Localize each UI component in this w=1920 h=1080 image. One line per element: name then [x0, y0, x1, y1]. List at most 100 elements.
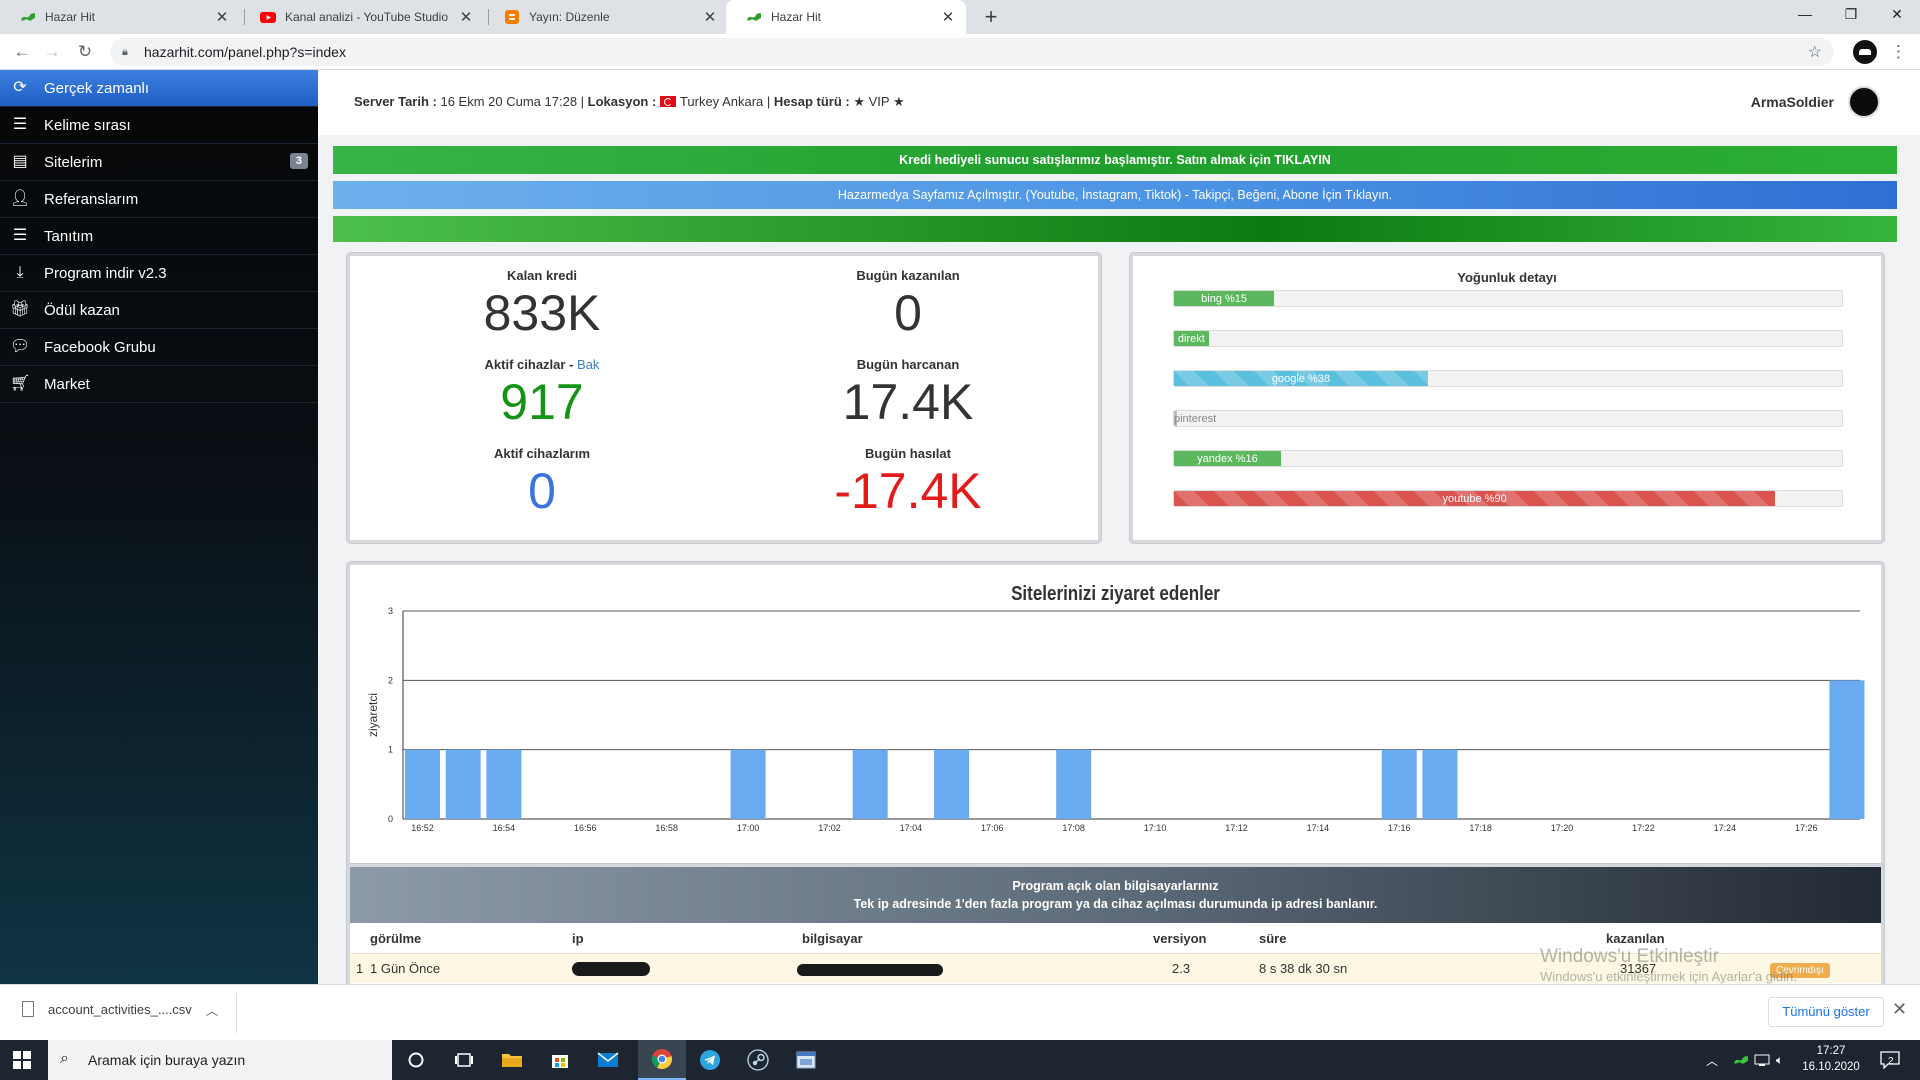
column-header-earned[interactable]: kazanılan [1606, 931, 1665, 946]
stat-spent-today: Bugün harcanan 17.4K [758, 357, 1058, 430]
column-header-seen[interactable]: görülme [370, 931, 422, 946]
browser-tab[interactable]: Kanal analizi - YouTube Studio ✕ [240, 0, 484, 34]
x-tick-label: 16:56 [574, 823, 597, 833]
stat-label: Aktif cihazlarım [493, 446, 591, 461]
network-icon[interactable] [1754, 1040, 1770, 1080]
blogger-icon [505, 10, 519, 24]
username[interactable]: ArmaSoldier [1750, 94, 1834, 110]
chart-bar [405, 749, 441, 819]
active-devices-link[interactable]: Bak [577, 357, 600, 372]
profile-avatar-icon[interactable] [1853, 40, 1877, 64]
hazarmedya-banner[interactable]: Hazarmedya Sayfamız Açılmıştır. (Youtube… [333, 181, 1897, 209]
sidebar-item-references[interactable]: 👤︎ Referanslarım [0, 181, 318, 218]
bookmark-star-icon[interactable]: ☆ [1807, 44, 1822, 61]
close-tab-icon[interactable]: ✕ [459, 9, 473, 26]
computers-panel-header: Program açık olan bilgisayarlarınız Tek … [350, 867, 1881, 923]
new-tab-plus-icon[interactable]: + [984, 4, 998, 29]
density-bar-track: direkt [1173, 330, 1843, 347]
sidebar-item-realtime[interactable]: ⟳ Gerçek zamanlı [0, 70, 318, 107]
user-avatar[interactable] [1848, 86, 1880, 118]
x-tick-label: 17:00 [737, 823, 760, 833]
window-close-icon[interactable]: ✕ [1891, 6, 1903, 22]
sidebar-item-label: Gerçek zamanlı [44, 79, 150, 97]
windows-start-icon[interactable] [13, 1051, 31, 1069]
task-view-icon[interactable] [440, 1040, 488, 1080]
stat-value: 0 [528, 463, 556, 519]
forward-arrow-icon[interactable]: → [43, 42, 61, 61]
close-tab-icon[interactable]: ✕ [703, 9, 717, 26]
y-tick-label: 0 [388, 814, 393, 824]
density-title: Yoğunluk detayı [1457, 270, 1557, 285]
chart-bar [1829, 680, 1865, 819]
credit-sale-banner[interactable]: Kredi hediyeli sunucu satışlarımız başla… [333, 146, 1897, 174]
close-tab-icon[interactable]: ✕ [941, 9, 955, 26]
notification-center-icon[interactable]: 2 [1880, 1040, 1900, 1080]
search-icon: ⌕ [60, 1050, 69, 1067]
app-window-icon[interactable] [782, 1040, 830, 1080]
x-tick-label: 16:52 [411, 823, 434, 833]
redacted-ip [572, 962, 650, 976]
show-all-downloads-button[interactable]: Tümünü göster [1768, 997, 1884, 1027]
speaker-icon[interactable]: 🔈︎ [1776, 1052, 1784, 1067]
stat-label: Bugün hasılat [865, 446, 951, 461]
address-bar[interactable]: 🔒︎ hazarhit.com/panel.php?s=index ☆ [110, 38, 1834, 66]
restore-icon[interactable]: ❐ [1844, 6, 1858, 22]
sidebar-item-download-program[interactable]: ⤓ Program indir v2.3 [0, 255, 318, 292]
close-download-bar-icon[interactable]: ✕ [1892, 999, 1908, 1019]
sidebar-item-market[interactable]: 🛒︎ Market [0, 366, 318, 403]
back-arrow-icon[interactable]: ← [13, 42, 31, 61]
sidebar-item-promotion[interactable]: ☰ Tanıtım [0, 218, 318, 255]
hazarhit-logo-icon [21, 13, 35, 21]
downloaded-file-name: account_activities_....csv [48, 1001, 192, 1017]
column-header-computer[interactable]: bilgisayar [802, 931, 863, 946]
x-tick-label: 17:02 [818, 823, 841, 833]
tray-overflow-icon[interactable]: ︿ [1706, 1053, 1719, 1068]
x-tick-label: 17:08 [1062, 823, 1085, 833]
downloaded-file[interactable]: account_activities_....csv [22, 1001, 192, 1017]
sidebar-item-my-sites[interactable]: ▤ Sitelerim 3 [0, 144, 318, 181]
microsoft-store-icon[interactable] [536, 1040, 584, 1080]
reload-icon[interactable]: ↻ [77, 42, 93, 61]
chrome-menu-icon[interactable]: ⋮ [1890, 42, 1907, 61]
taskbar-search-placeholder: Aramak için buraya yazın [88, 1052, 246, 1068]
notification-count: 2 [1888, 1055, 1894, 1067]
density-bar-track: yandex %16 [1173, 450, 1843, 467]
y-tick-label: 1 [388, 745, 393, 755]
minimize-icon[interactable]: — [1798, 6, 1812, 22]
close-tab-icon[interactable]: ✕ [215, 9, 229, 26]
chrome-icon[interactable] [638, 1040, 686, 1080]
sidebar-item-earn-reward[interactable]: 🎁︎ Ödül kazan [0, 292, 318, 329]
list-icon: ☰ [12, 116, 28, 133]
column-header-ip[interactable]: ip [572, 931, 584, 946]
mail-icon[interactable] [584, 1040, 632, 1080]
browser-tab-active[interactable]: Hazar Hit ✕ [726, 0, 966, 34]
visitors-chart-panel: Sitelerinizi ziyaret edenler 0 1 2 3 ziyaret… [347, 562, 1884, 918]
telegram-icon[interactable] [686, 1040, 734, 1080]
youtube-icon [260, 12, 276, 23]
sidebar-item-keyword-rank[interactable]: ☰ Kelime sırası [0, 107, 318, 144]
sidebar-item-label: Kelime sırası [44, 116, 131, 134]
column-header-duration[interactable]: süre [1259, 931, 1287, 946]
browser-tab[interactable]: Hazar Hit ✕ [0, 0, 240, 34]
download-divider [236, 993, 237, 1033]
column-header-version[interactable]: versiyon [1153, 931, 1207, 946]
chart-bar [730, 749, 766, 819]
cortana-icon[interactable] [392, 1040, 440, 1080]
row-seen: 1 Gün Önce [370, 961, 441, 976]
file-explorer-icon[interactable] [488, 1040, 536, 1080]
green-banner[interactable] [333, 216, 1897, 242]
chevron-up-icon[interactable]: ︿ [206, 1004, 219, 1018]
download-icon: ⤓ [16, 264, 24, 281]
computers-subtitle: Tek ip adresinde 1'den fazla program ya … [853, 897, 1378, 911]
hazarhit-tray-icon[interactable] [1732, 1040, 1750, 1080]
computers-title: Program açık olan bilgisayarlarınız [1012, 879, 1219, 893]
document-list-icon: ▤ [12, 153, 28, 170]
sidebar-item-facebook-group[interactable]: 💬︎ Facebook Grubu [0, 329, 318, 366]
taskbar-search-input[interactable]: ⌕ Aramak için buraya yazın [48, 1040, 392, 1080]
browser-tab[interactable]: Yayın: Düzenle ✕ [484, 0, 728, 34]
turkey-flag-icon [659, 96, 676, 107]
steam-icon[interactable] [734, 1040, 782, 1080]
x-tick-label: 17:12 [1225, 823, 1248, 833]
browser-toolbar: ← → ↻ 🔒︎ hazarhit.com/panel.php?s=index … [0, 34, 1920, 70]
taskbar-clock[interactable]: 17:27 16.10.2020 [1796, 1043, 1866, 1075]
